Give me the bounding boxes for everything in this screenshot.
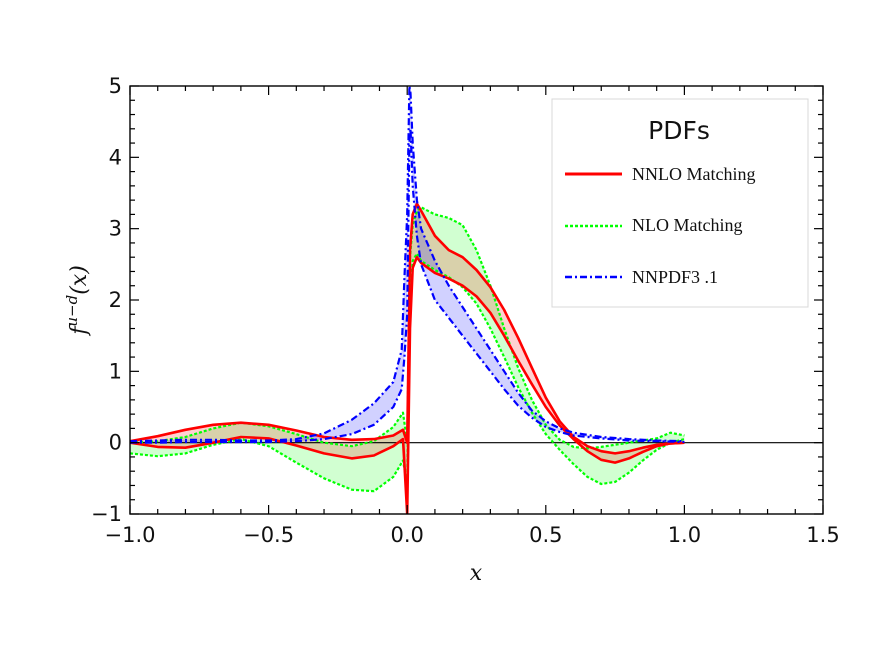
band-nnpdf3-1 xyxy=(130,86,685,443)
y-tick-label: −1 xyxy=(91,502,122,526)
curve-nnlo-matching-lower xyxy=(130,255,685,514)
x-axis-label: x xyxy=(470,561,483,586)
y-tick-label: 0 xyxy=(109,431,122,455)
y-tick-label: 5 xyxy=(109,74,122,98)
legend-label-nnlo: NNLO Matching xyxy=(632,164,755,184)
curve-nnpdf3-1-lower xyxy=(130,127,685,444)
legend: PDFs NNLO Matching NLO Matching NNPDF3 .… xyxy=(551,98,809,308)
y-axis-label-arg: (x) xyxy=(67,265,92,295)
x-tick-label: 1.5 xyxy=(806,523,839,547)
plot-frame xyxy=(129,85,824,515)
y-tick-label: 4 xyxy=(109,145,122,169)
uncertainty-bands xyxy=(130,86,685,514)
y-axis-label: fu−d(x) xyxy=(63,265,92,337)
x-tick-label: −0.5 xyxy=(243,523,294,547)
y-tick-label: 2 xyxy=(109,288,122,312)
curve-nlo-matching-upper xyxy=(130,206,685,450)
y-tick-label: 1 xyxy=(109,359,122,383)
band-nnlo-matching xyxy=(130,203,685,514)
legend-box xyxy=(551,98,809,308)
legend-title: PDFs xyxy=(648,116,710,145)
x-tick-label: 0.5 xyxy=(529,523,562,547)
legend-label-nlo: NLO Matching xyxy=(632,215,742,235)
y-axis-label-sup: u−d xyxy=(63,295,81,327)
curve-nnpdf3-1-upper xyxy=(130,86,685,443)
x-tick-label: 1.0 xyxy=(668,523,701,547)
legend-label-nnpdf: NNPDF3 .1 xyxy=(632,267,718,287)
axis-ticks: −1.0 −0.5 0.0 0.5 1.0 1.5 −1 0 1 2 3 4 5 xyxy=(91,74,840,547)
curve-nnlo-matching-upper xyxy=(130,202,685,455)
x-tick-label: −1.0 xyxy=(105,523,156,547)
curve-nlo-matching-lower xyxy=(130,252,685,493)
curves xyxy=(130,86,685,514)
band-nlo-matching xyxy=(130,207,685,492)
x-tick-label: 0.0 xyxy=(390,523,423,547)
y-tick-label: 3 xyxy=(109,217,122,241)
